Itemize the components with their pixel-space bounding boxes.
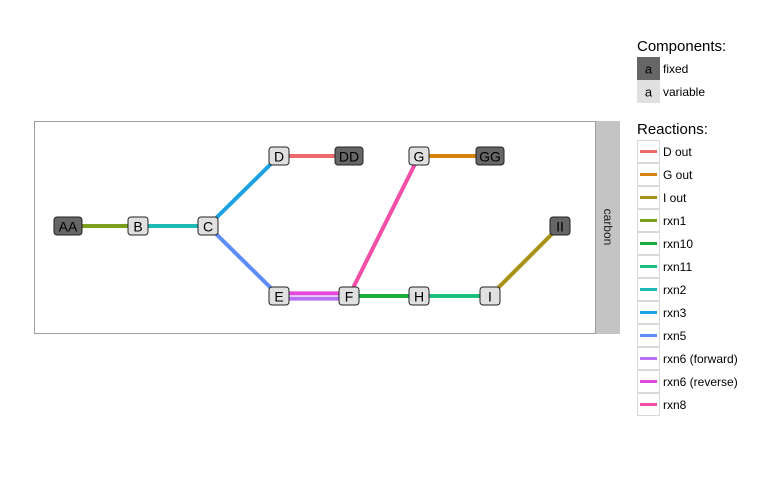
edge-rxn8-f-g — [347, 155, 421, 297]
reactions-legend-item-g-out: G out — [637, 163, 693, 186]
node-c: C — [197, 216, 219, 236]
node-label-aa: AA — [59, 219, 78, 235]
reactions-legend-item-rxn11: rxn11 — [637, 255, 692, 278]
node-box-dd — [334, 146, 364, 166]
node-dd: DD — [334, 146, 364, 166]
node-g: G — [408, 146, 430, 166]
components-legend-label-fixed: fixed — [663, 62, 688, 76]
legend-label-rxn6-forward: rxn6 (forward) — [663, 352, 738, 366]
reactions-legend: Reactions: D out G out I out rxn1 rxn10 rxn11… — [637, 121, 738, 416]
legend-label-rxn8: rxn8 — [663, 398, 687, 412]
edges-layer — [68, 154, 562, 301]
legend-label-d-out: D out — [663, 145, 692, 159]
components-legend-label-variable: variable — [663, 85, 705, 99]
legend-label-rxn5: rxn5 — [663, 329, 687, 343]
reactions-legend-title: Reactions: — [637, 121, 708, 138]
edge-rxn3-c-d — [206, 154, 281, 228]
reactions-legend-item-rxn2: rxn2 — [637, 278, 687, 301]
node-box-c — [197, 216, 219, 236]
node-label-gg: GG — [479, 149, 501, 165]
variable-swatch-letter: a — [645, 85, 653, 100]
reactions-legend-item-rxn3: rxn3 — [637, 301, 687, 324]
node-label-b: B — [133, 219, 142, 235]
components-legend-item-fixed: a fixed — [637, 57, 688, 80]
node-e: E — [268, 286, 290, 306]
legend-label-rxn10: rxn10 — [663, 237, 693, 251]
legend-label-rxn3: rxn3 — [663, 306, 687, 320]
node-box-e — [268, 286, 290, 306]
node-gg: GG — [475, 146, 505, 166]
edge-i-out-i-ii — [488, 224, 562, 298]
node-box-aa — [53, 216, 83, 236]
legend-label-rxn6-reverse: rxn6 (reverse) — [663, 375, 738, 389]
legend-label-i-out: I out — [663, 191, 687, 205]
node-label-e: E — [274, 289, 283, 305]
node-label-ii: II — [556, 219, 564, 235]
node-box-g — [408, 146, 430, 166]
legend-label-g-out: G out — [663, 168, 693, 182]
node-h: H — [408, 286, 430, 306]
node-label-c: C — [203, 219, 213, 235]
node-f: F — [338, 286, 360, 306]
node-label-h: H — [414, 289, 424, 305]
node-box-f — [338, 286, 360, 306]
node-aa: AA — [53, 216, 83, 236]
node-label-g: G — [414, 149, 425, 165]
legend-label-rxn1: rxn1 — [663, 214, 687, 228]
node-box-gg — [475, 146, 505, 166]
network-panel: carbon AA B CD DDE FG GGH III — [34, 121, 620, 334]
facet-strip-label: carbon — [601, 209, 615, 246]
node-box-h — [408, 286, 430, 306]
variable-swatch — [637, 80, 660, 103]
edge-rxn5-c-e — [206, 224, 281, 298]
fixed-swatch-letter: a — [645, 62, 653, 77]
legend-label-rxn2: rxn2 — [663, 283, 687, 297]
reactions-legend-item-rxn10: rxn10 — [637, 232, 693, 255]
node-b: B — [127, 216, 149, 236]
reactions-legend-item-d-out: D out — [637, 140, 692, 163]
components-legend: Components: a fixed a variable — [637, 38, 726, 103]
nodes-layer: AA B CD DDE FG GGH III — [53, 146, 571, 306]
node-box-ii — [549, 216, 571, 236]
reactions-legend-item-rxn5: rxn5 — [637, 324, 687, 347]
reactions-legend-item-rxn6-forward: rxn6 (forward) — [637, 347, 738, 370]
node-label-dd: DD — [339, 149, 359, 165]
node-label-f: F — [345, 289, 354, 305]
facet-strip — [596, 121, 620, 334]
reactions-legend-items: D out G out I out rxn1 rxn10 rxn11 rxn2 rxn3 rxn… — [637, 140, 738, 416]
node-d: D — [268, 146, 290, 166]
reactions-legend-item-rxn8: rxn8 — [637, 393, 687, 416]
node-box-i — [479, 286, 501, 306]
node-box-d — [268, 146, 290, 166]
reactions-legend-item-rxn1: rxn1 — [637, 209, 687, 232]
node-i: I — [479, 286, 501, 306]
components-legend-title: Components: — [637, 38, 726, 55]
legend-label-rxn11: rxn11 — [663, 260, 692, 274]
reactions-legend-item-rxn6-reverse: rxn6 (reverse) — [637, 370, 738, 393]
components-legend-item-variable: a variable — [637, 80, 705, 103]
node-label-d: D — [274, 149, 284, 165]
fixed-swatch — [637, 57, 660, 80]
node-ii: II — [549, 216, 571, 236]
node-label-i: I — [488, 289, 492, 305]
node-box-b — [127, 216, 149, 236]
reactions-legend-item-i-out: I out — [637, 186, 687, 209]
